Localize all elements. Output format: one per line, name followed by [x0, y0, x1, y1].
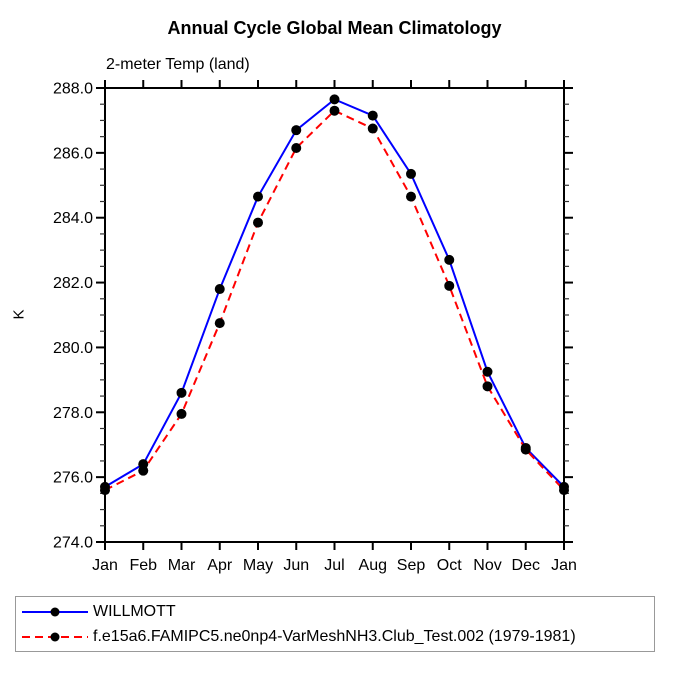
x-tick-label: May: [243, 557, 273, 574]
y-tick-label: 276.0: [53, 470, 93, 487]
legend-item-1: f.e15a6.FAMIPC5.ne0np4-VarMeshNH3.Club_T…: [20, 625, 576, 649]
legend-box: WILLMOTT f.e15a6.FAMIPC5.ne0np4-VarMeshNH…: [15, 596, 655, 652]
x-tick-label: Oct: [437, 557, 462, 574]
data-point-marker: [520, 444, 531, 455]
data-point-marker: [138, 465, 149, 476]
x-tick-label: Aug: [359, 557, 387, 574]
y-tick-label: 288.0: [53, 81, 93, 98]
y-tick-label: 280.0: [53, 340, 93, 357]
data-point-marker: [406, 191, 416, 202]
series-line-1: [104, 109, 565, 492]
legend-label: f.e15a6.FAMIPC5.ne0np4-VarMeshNH3.Club_T…: [93, 628, 576, 645]
data-point-marker: [444, 280, 455, 291]
x-tick-label: Jul: [324, 557, 344, 574]
y-tick-label: 278.0: [53, 405, 93, 422]
x-tick-label: Jun: [283, 557, 309, 574]
x-tick-label: Dec: [512, 557, 540, 574]
legend-line-sample: [22, 632, 88, 642]
series-line-0: [104, 98, 565, 488]
data-point-marker: [482, 381, 493, 392]
data-point-marker: [291, 142, 302, 153]
data-point-marker: [329, 105, 340, 116]
y-tick-label: 286.0: [53, 145, 93, 162]
data-point-marker: [214, 284, 225, 295]
x-tick-label: Feb: [129, 557, 157, 574]
data-point-marker: [367, 123, 378, 134]
data-point-marker: [406, 168, 416, 179]
x-tick-label: Mar: [168, 557, 196, 574]
x-tick-label: Jan: [551, 557, 577, 574]
data-point-marker: [253, 191, 263, 202]
legend-marker: [50, 607, 60, 617]
chart-title: Annual Cycle Global Mean Climatology: [167, 18, 502, 38]
legend-label: WILLMOTT: [93, 603, 176, 620]
y-tick-label: 282.0: [53, 275, 93, 292]
data-point-marker: [214, 318, 225, 329]
data-point-marker: [100, 485, 110, 496]
x-tick-label: Apr: [207, 557, 233, 574]
data-point-marker: [176, 387, 187, 398]
data-point-marker: [559, 485, 569, 496]
legend-item-0: WILLMOTT: [20, 600, 176, 624]
x-tick-label: Jan: [92, 557, 118, 574]
data-point-marker: [291, 125, 302, 136]
y-tick-label: 284.0: [53, 210, 93, 227]
data-point-marker: [444, 254, 455, 265]
y-tick-label: 274.0: [53, 535, 93, 552]
data-point-marker: [176, 408, 187, 419]
legend-line-sample: [22, 607, 88, 617]
x-tick-label: Sep: [397, 557, 426, 574]
legend-marker: [50, 632, 60, 642]
chart-subtitle: 2-meter Temp (land): [106, 56, 250, 73]
data-point-marker: [329, 94, 340, 105]
data-point-marker: [482, 366, 493, 377]
axis-frame: [104, 87, 565, 543]
data-point-marker: [367, 110, 378, 121]
x-tick-label: Nov: [473, 557, 501, 574]
data-point-marker: [253, 217, 263, 228]
